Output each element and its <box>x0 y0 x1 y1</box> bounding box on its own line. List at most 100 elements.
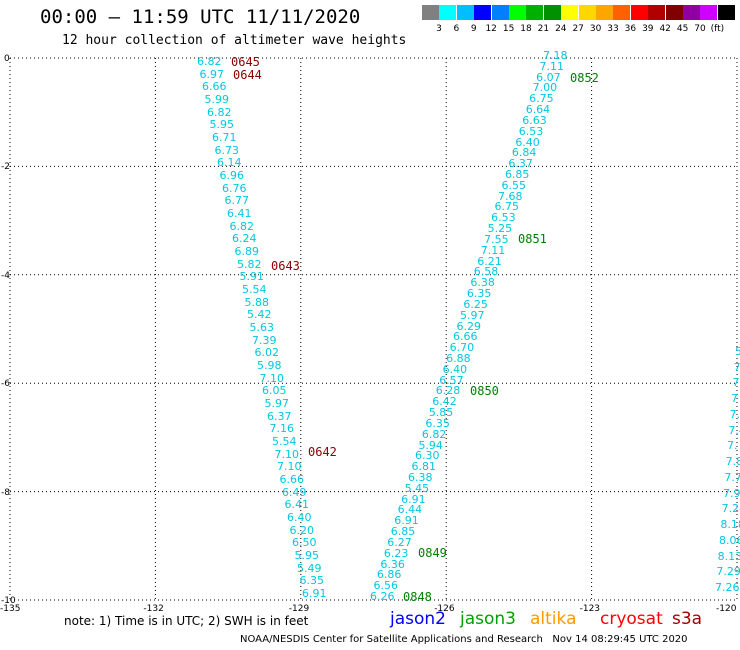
wave-height-value: 7.26 <box>715 581 740 594</box>
wave-height-value: 7.29 <box>716 565 740 579</box>
wave-height-value: 8.06 <box>719 533 740 547</box>
color-scale-label: 9 <box>470 24 477 34</box>
color-swatch <box>439 5 457 20</box>
color-scale-label: 24 <box>555 24 567 34</box>
wave-height-value: 6.07 <box>536 70 561 84</box>
wave-height-value: 6.35 <box>466 287 492 301</box>
color-scale-label: 21 <box>537 24 550 34</box>
color-scale-label: 3 <box>436 24 442 34</box>
wave-height-value: 6.23 <box>383 546 409 560</box>
color-swatch <box>613 5 631 20</box>
wave-height-value: 6.21 <box>477 254 502 268</box>
lat-tick-label: 0 <box>4 54 10 64</box>
wave-height-value: 6.75 <box>494 200 520 214</box>
wave-height-value: 6.85 <box>390 525 416 539</box>
color-scale-label: 6 <box>453 24 460 34</box>
pass-time-label: 0852 <box>570 71 599 85</box>
wave-height-value: 6.40 <box>287 511 312 524</box>
wave-height-value: 6.73 <box>214 143 240 157</box>
lat-tick-label: -2 <box>1 162 10 173</box>
wave-height-value: 6.77 <box>224 194 250 208</box>
wave-height-value: 6.50 <box>292 536 317 550</box>
mission-cryosat: cryosat <box>600 609 663 629</box>
wave-height-value: 6.63 <box>522 113 547 127</box>
color-swatch <box>509 5 526 20</box>
pass-time-label: 0849 <box>418 546 447 560</box>
lat-tick-label: -4 <box>1 270 10 281</box>
wave-height-value: 8.13 <box>717 549 740 563</box>
wave-height-value: 7.16 <box>269 422 295 436</box>
color-swatch <box>717 5 735 20</box>
lon-tick-label: -129 <box>288 604 310 614</box>
wave-height-value: 6.71 <box>212 131 237 144</box>
wave-height-value: 6.36 <box>380 557 405 571</box>
color-scale-label: 27 <box>572 24 584 34</box>
color-scale-label: 33 <box>607 24 619 34</box>
footnote: note: 1) Time is in UTC; 2) SWH is in fe… <box>64 614 309 628</box>
wave-height-value: 6.64 <box>525 103 551 117</box>
wave-height-value: 5.85 <box>428 406 454 420</box>
wave-height-value: 5.42 <box>247 308 272 322</box>
wave-height-value: 6.53 <box>491 211 516 225</box>
pass-time-label: 0848 <box>403 590 432 604</box>
pass-time-label: 0644 <box>233 68 262 82</box>
wave-height-value: 6.02 <box>254 346 280 360</box>
wave-height-value: 6.96 <box>219 169 245 182</box>
wave-height-value: 5.45 <box>404 481 430 495</box>
wave-height-value: 6.56 <box>373 579 398 593</box>
wave-height-value: 6.91 <box>302 587 327 600</box>
lat-tick-label: -8 <box>1 487 10 498</box>
wave-height-value: 5.54 <box>272 435 297 448</box>
wave-height-value: 7. <box>729 407 740 421</box>
wave-height-value: 6.58 <box>473 265 499 279</box>
wave-height-value: 6.42 <box>432 395 457 409</box>
wave-height-value: 5.82 <box>237 257 262 271</box>
wave-height-value: 6.97 <box>199 67 225 81</box>
pass-time-label: 0643 <box>271 259 300 273</box>
page-subtitle: 12 hour collection of altimeter wave hei… <box>62 33 407 48</box>
lon-tick-label: -132 <box>143 604 164 614</box>
lon-tick-label: -120 <box>716 604 737 614</box>
wave-height-value: 6.86 <box>376 568 402 582</box>
wave-height-value: 5.99 <box>204 93 230 106</box>
wave-height-value: 7 <box>733 360 740 374</box>
wave-height-value: 6.84 <box>511 146 537 160</box>
wave-height-value: 6.82 <box>421 427 447 441</box>
color-swatch <box>543 5 561 20</box>
pass-time-label: 0645 <box>231 55 260 69</box>
wave-height-value: 7 <box>732 376 740 390</box>
wave-height-value: 6.30 <box>414 449 440 463</box>
wave-height-value: 6.81 <box>411 460 437 474</box>
wave-height-value: 5.95 <box>209 118 235 132</box>
color-scale-label: (ft) <box>710 24 725 34</box>
color-swatch <box>456 5 474 20</box>
color-scale-label: 36 <box>624 24 637 34</box>
wave-height-value: 6.88 <box>446 351 471 365</box>
wave-height-value: 7.00 <box>532 81 558 95</box>
wave-height-value: 6.29 <box>456 319 482 333</box>
color-swatch <box>630 5 648 20</box>
wave-height-value: 7.68 <box>498 189 523 203</box>
mission-jason2: jason2 <box>390 609 446 629</box>
wave-height-value: 6.35 <box>299 574 325 588</box>
wave-height-value: 7.39 <box>252 333 277 347</box>
color-swatch <box>683 5 700 20</box>
wave-height-value: 6.20 <box>289 523 315 537</box>
wave-height-value: 6.41 <box>284 498 310 512</box>
wave-height-value: 6.37 <box>508 157 533 171</box>
wave-height-value: 5.97 <box>459 308 485 322</box>
wave-height-value: 6.53 <box>518 124 544 138</box>
wave-height-value: 6.70 <box>449 341 475 355</box>
wave-height-value: 6.44 <box>397 503 423 517</box>
wave-height-value: 7.8 <box>725 455 740 469</box>
wave-height-value: 6.66 <box>279 473 305 486</box>
color-scale-label: 39 <box>642 24 654 34</box>
lat-tick-label: -10 <box>1 596 16 606</box>
wave-height-value: 5.91 <box>239 270 265 284</box>
color-swatch <box>700 5 718 20</box>
wave-height-value: 6.40 <box>515 135 540 149</box>
color-swatch <box>491 5 509 20</box>
color-scale-label: 45 <box>676 24 689 34</box>
lon-tick-label: -123 <box>579 604 601 614</box>
